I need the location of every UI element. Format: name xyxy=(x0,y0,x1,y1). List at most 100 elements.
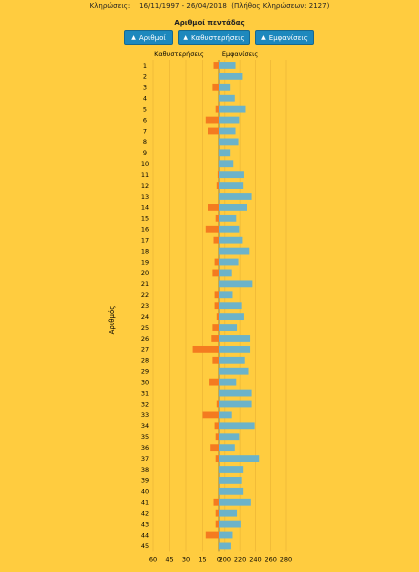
delay-bar xyxy=(216,182,219,189)
delay-bar xyxy=(213,498,219,506)
appearance-bar xyxy=(219,291,233,299)
appearance-bar xyxy=(219,204,247,211)
appearance-bar xyxy=(219,356,245,364)
category-label: 22 xyxy=(141,291,149,299)
category-label: 40 xyxy=(141,488,149,496)
sort-up-icon: ▲ xyxy=(183,34,189,41)
appearance-bar xyxy=(219,149,231,157)
date-range: 16/11/1997 - 26/04/2018 xyxy=(139,2,227,10)
left-tick-label: 15 xyxy=(198,555,206,563)
appearance-bar xyxy=(219,280,253,288)
category-label: 31 xyxy=(141,389,149,397)
draws-count: (Πλήθος Κληρώσεων: 2127) xyxy=(231,2,330,10)
category-label: 43 xyxy=(141,520,149,528)
right-series-header: Εμφανίσεις xyxy=(222,50,258,58)
appearance-bar xyxy=(219,83,231,91)
category-label: 26 xyxy=(141,335,149,343)
category-label: 8 xyxy=(143,138,147,146)
appearance-bar xyxy=(219,509,238,517)
category-label: 42 xyxy=(141,509,149,517)
sort-up-icon: ▲ xyxy=(261,34,266,41)
delay-bar xyxy=(215,520,219,528)
sort-by-delays-button[interactable]: ▲ Καθυστερήσεις xyxy=(178,30,250,45)
category-label: 1 xyxy=(143,62,147,70)
delay-bar xyxy=(208,127,219,135)
category-label: 10 xyxy=(141,160,149,168)
left-series-header: Καθυστερήσεις xyxy=(154,50,204,58)
header-draw-info: Κληρώσεις: 16/11/1997 - 26/04/2018 (Πλήθ… xyxy=(0,2,419,10)
appearance-bar xyxy=(219,247,250,255)
delay-bar xyxy=(217,171,219,179)
category-label: 3 xyxy=(143,84,147,92)
delay-bar xyxy=(215,433,219,441)
appearance-bar xyxy=(219,225,240,233)
sort-up-icon: ▲ xyxy=(131,34,136,41)
sort-buttons: ▲ Αριθμοί ▲ Καθυστερήσεις ▲ Εμφανίσεις xyxy=(124,30,314,45)
category-label: 11 xyxy=(141,171,149,179)
delay-bar xyxy=(205,116,219,124)
delay-bar xyxy=(192,345,219,353)
category-label: 16 xyxy=(141,226,149,234)
y-axis-label: Αριθμός xyxy=(108,306,116,335)
category-label: 15 xyxy=(141,215,149,223)
delay-bar xyxy=(214,291,219,299)
delay-bar xyxy=(215,509,219,517)
category-label: 19 xyxy=(141,258,149,266)
appearance-bar xyxy=(219,214,237,222)
appearance-bar xyxy=(219,487,244,495)
delay-bar xyxy=(214,422,219,430)
appearance-bar xyxy=(219,302,242,310)
sort-by-number-label: Αριθμοί xyxy=(138,33,166,42)
delay-bar xyxy=(214,302,219,310)
category-label: 2 xyxy=(143,73,147,81)
category-label: 45 xyxy=(141,542,149,550)
category-label: 38 xyxy=(141,466,149,474)
left-tick-label: 60 xyxy=(149,555,157,563)
category-label: 44 xyxy=(141,531,149,539)
appearance-bar xyxy=(219,422,255,430)
delay-bar xyxy=(215,214,219,222)
appearance-bar xyxy=(219,542,231,550)
category-label: 18 xyxy=(141,247,149,255)
delay-bar xyxy=(213,62,219,69)
appearance-bar xyxy=(219,367,249,375)
category-label: 9 xyxy=(143,149,147,157)
delay-bar xyxy=(211,335,219,342)
category-label: 29 xyxy=(141,368,149,376)
delay-bar xyxy=(205,225,219,233)
category-label: 7 xyxy=(143,127,147,135)
category-label: 23 xyxy=(141,302,149,310)
sort-by-number-button[interactable]: ▲ Αριθμοί xyxy=(124,30,173,45)
category-label: 37 xyxy=(141,455,149,463)
appearance-bar xyxy=(219,193,252,200)
appearance-bar xyxy=(219,236,243,244)
sort-by-appearances-button[interactable]: ▲ Εμφανίσεις xyxy=(255,30,314,45)
appearance-bar xyxy=(219,182,244,189)
delay-bar xyxy=(212,83,219,91)
category-label: 32 xyxy=(141,400,149,408)
category-label: 28 xyxy=(141,357,149,365)
category-label: 13 xyxy=(141,193,149,201)
category-label: 25 xyxy=(141,324,149,332)
panel-title: Αριθμοί πεντάδας xyxy=(174,19,245,27)
appearance-bar xyxy=(219,444,235,452)
appearance-bar xyxy=(219,477,242,484)
category-label: 33 xyxy=(141,411,149,419)
category-label: 14 xyxy=(141,204,149,212)
delay-bar xyxy=(212,356,219,364)
appearance-bar xyxy=(219,498,251,506)
appearance-bar xyxy=(219,324,238,331)
right-tick-label: 220 xyxy=(234,555,246,563)
delay-bar xyxy=(209,378,219,386)
appearance-bar xyxy=(219,466,244,473)
category-label: 4 xyxy=(143,95,147,103)
left-tick-label: 30 xyxy=(182,555,190,563)
appearance-bar xyxy=(219,105,246,113)
category-label: 24 xyxy=(141,313,149,321)
delay-bar xyxy=(213,236,219,244)
right-tick-label: 280 xyxy=(280,555,292,563)
delay-bar xyxy=(215,105,219,113)
appearance-bar xyxy=(219,455,260,462)
category-label: 6 xyxy=(143,116,147,124)
